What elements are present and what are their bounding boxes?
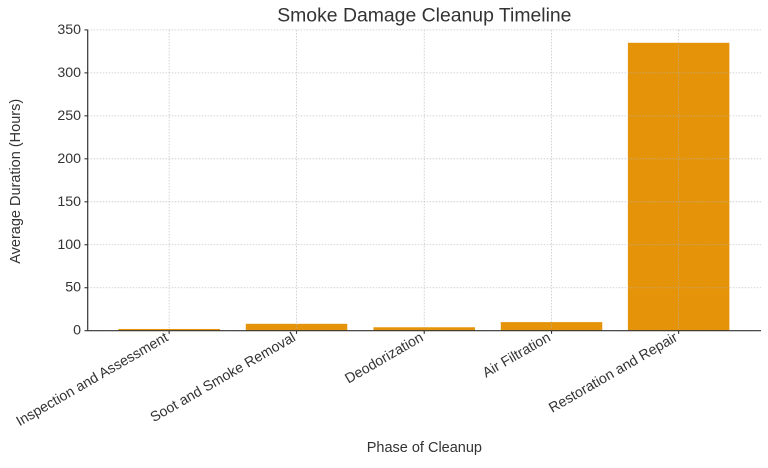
svg-text:50: 50 bbox=[65, 280, 81, 296]
svg-text:0: 0 bbox=[73, 323, 81, 339]
svg-text:200: 200 bbox=[57, 151, 81, 167]
svg-text:Phase of Cleanup: Phase of Cleanup bbox=[367, 440, 482, 456]
svg-text:Smoke Damage Cleanup Timeline: Smoke Damage Cleanup Timeline bbox=[277, 5, 571, 27]
svg-text:100: 100 bbox=[57, 237, 81, 253]
svg-text:300: 300 bbox=[57, 65, 81, 81]
svg-text:Average Duration (Hours): Average Duration (Hours) bbox=[8, 99, 24, 264]
svg-text:250: 250 bbox=[57, 108, 81, 124]
svg-text:350: 350 bbox=[57, 22, 81, 38]
svg-text:150: 150 bbox=[57, 194, 81, 210]
